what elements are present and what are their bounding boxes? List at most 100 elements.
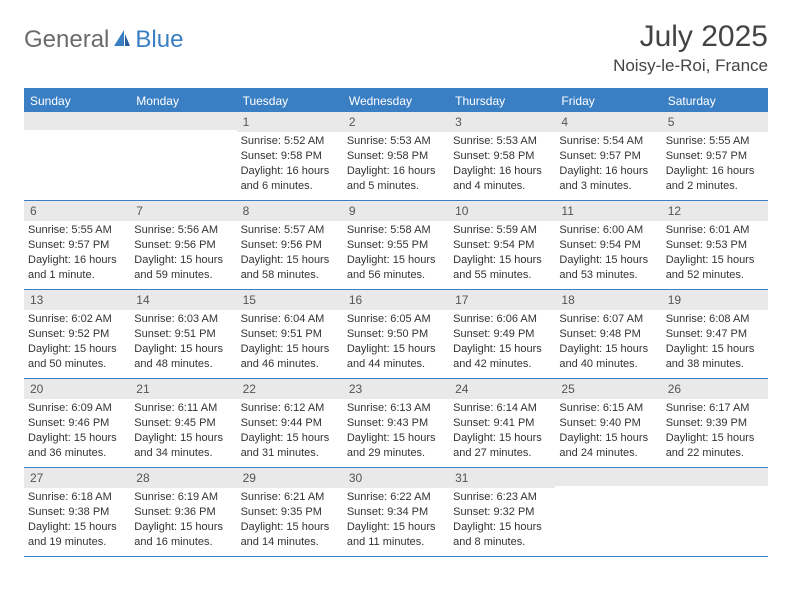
daylight-text: Daylight: 15 hours and 14 minutes. bbox=[241, 520, 339, 550]
day-cell: 2Sunrise: 5:53 AMSunset: 9:58 PMDaylight… bbox=[343, 112, 449, 200]
daylight-text: Daylight: 15 hours and 19 minutes. bbox=[28, 520, 126, 550]
sunset-text: Sunset: 9:39 PM bbox=[666, 416, 764, 431]
day-body: Sunrise: 6:17 AMSunset: 9:39 PMDaylight:… bbox=[662, 399, 768, 464]
day-cell: 18Sunrise: 6:07 AMSunset: 9:48 PMDayligh… bbox=[555, 290, 661, 378]
day-body: Sunrise: 6:01 AMSunset: 9:53 PMDaylight:… bbox=[662, 221, 768, 286]
day-body: Sunrise: 5:54 AMSunset: 9:57 PMDaylight:… bbox=[555, 132, 661, 197]
week-row: 1Sunrise: 5:52 AMSunset: 9:58 PMDaylight… bbox=[24, 112, 768, 201]
day-number: 17 bbox=[449, 290, 555, 310]
day-number: 8 bbox=[237, 201, 343, 221]
sunrise-text: Sunrise: 6:05 AM bbox=[347, 312, 445, 327]
sunrise-text: Sunrise: 6:03 AM bbox=[134, 312, 232, 327]
day-number: 1 bbox=[237, 112, 343, 132]
day-cell: 6Sunrise: 5:55 AMSunset: 9:57 PMDaylight… bbox=[24, 201, 130, 289]
sunset-text: Sunset: 9:45 PM bbox=[134, 416, 232, 431]
daylight-text: Daylight: 16 hours and 2 minutes. bbox=[666, 164, 764, 194]
daylight-text: Daylight: 16 hours and 3 minutes. bbox=[559, 164, 657, 194]
sunrise-text: Sunrise: 6:12 AM bbox=[241, 401, 339, 416]
sunrise-text: Sunrise: 5:55 AM bbox=[28, 223, 126, 238]
day-number: 22 bbox=[237, 379, 343, 399]
daylight-text: Daylight: 15 hours and 8 minutes. bbox=[453, 520, 551, 550]
day-number: 29 bbox=[237, 468, 343, 488]
day-cell: 15Sunrise: 6:04 AMSunset: 9:51 PMDayligh… bbox=[237, 290, 343, 378]
sunrise-text: Sunrise: 5:55 AM bbox=[666, 134, 764, 149]
day-number: 2 bbox=[343, 112, 449, 132]
sunset-text: Sunset: 9:43 PM bbox=[347, 416, 445, 431]
weekday-row: Sunday Monday Tuesday Wednesday Thursday… bbox=[24, 90, 768, 112]
location: Noisy-le-Roi, France bbox=[613, 56, 768, 76]
day-body: Sunrise: 6:03 AMSunset: 9:51 PMDaylight:… bbox=[130, 310, 236, 375]
sunrise-text: Sunrise: 6:01 AM bbox=[666, 223, 764, 238]
day-body: Sunrise: 6:15 AMSunset: 9:40 PMDaylight:… bbox=[555, 399, 661, 464]
sunrise-text: Sunrise: 6:14 AM bbox=[453, 401, 551, 416]
day-body: Sunrise: 5:57 AMSunset: 9:56 PMDaylight:… bbox=[237, 221, 343, 286]
sunrise-text: Sunrise: 6:00 AM bbox=[559, 223, 657, 238]
daylight-text: Daylight: 15 hours and 59 minutes. bbox=[134, 253, 232, 283]
daylight-text: Daylight: 15 hours and 27 minutes. bbox=[453, 431, 551, 461]
sunset-text: Sunset: 9:57 PM bbox=[28, 238, 126, 253]
sunrise-text: Sunrise: 5:54 AM bbox=[559, 134, 657, 149]
weekday-saturday: Saturday bbox=[662, 90, 768, 112]
day-cell bbox=[130, 112, 236, 200]
sunset-text: Sunset: 9:46 PM bbox=[28, 416, 126, 431]
daylight-text: Daylight: 15 hours and 48 minutes. bbox=[134, 342, 232, 372]
week-row: 20Sunrise: 6:09 AMSunset: 9:46 PMDayligh… bbox=[24, 379, 768, 468]
sunrise-text: Sunrise: 6:06 AM bbox=[453, 312, 551, 327]
day-number: 7 bbox=[130, 201, 236, 221]
day-number bbox=[24, 112, 130, 130]
day-number: 23 bbox=[343, 379, 449, 399]
day-body: Sunrise: 6:18 AMSunset: 9:38 PMDaylight:… bbox=[24, 488, 130, 553]
sunrise-text: Sunrise: 6:07 AM bbox=[559, 312, 657, 327]
sunset-text: Sunset: 9:53 PM bbox=[666, 238, 764, 253]
daylight-text: Daylight: 15 hours and 42 minutes. bbox=[453, 342, 551, 372]
sunrise-text: Sunrise: 5:58 AM bbox=[347, 223, 445, 238]
day-number: 9 bbox=[343, 201, 449, 221]
sunset-text: Sunset: 9:58 PM bbox=[453, 149, 551, 164]
sunrise-text: Sunrise: 6:23 AM bbox=[453, 490, 551, 505]
sunset-text: Sunset: 9:58 PM bbox=[347, 149, 445, 164]
daylight-text: Daylight: 15 hours and 52 minutes. bbox=[666, 253, 764, 283]
day-body: Sunrise: 5:55 AMSunset: 9:57 PMDaylight:… bbox=[24, 221, 130, 286]
daylight-text: Daylight: 16 hours and 4 minutes. bbox=[453, 164, 551, 194]
month-title: July 2025 bbox=[613, 20, 768, 54]
sunrise-text: Sunrise: 6:08 AM bbox=[666, 312, 764, 327]
weekday-tuesday: Tuesday bbox=[237, 90, 343, 112]
day-number: 14 bbox=[130, 290, 236, 310]
weekday-wednesday: Wednesday bbox=[343, 90, 449, 112]
weekday-thursday: Thursday bbox=[449, 90, 555, 112]
day-body: Sunrise: 6:23 AMSunset: 9:32 PMDaylight:… bbox=[449, 488, 555, 553]
title-block: July 2025 Noisy-le-Roi, France bbox=[613, 20, 768, 76]
sunset-text: Sunset: 9:48 PM bbox=[559, 327, 657, 342]
day-body: Sunrise: 6:21 AMSunset: 9:35 PMDaylight:… bbox=[237, 488, 343, 553]
day-body: Sunrise: 6:08 AMSunset: 9:47 PMDaylight:… bbox=[662, 310, 768, 375]
logo-text-blue: Blue bbox=[135, 26, 183, 54]
sunset-text: Sunset: 9:44 PM bbox=[241, 416, 339, 431]
daylight-text: Daylight: 16 hours and 6 minutes. bbox=[241, 164, 339, 194]
daylight-text: Daylight: 15 hours and 11 minutes. bbox=[347, 520, 445, 550]
day-number: 12 bbox=[662, 201, 768, 221]
day-number: 31 bbox=[449, 468, 555, 488]
daylight-text: Daylight: 15 hours and 50 minutes. bbox=[28, 342, 126, 372]
day-number bbox=[662, 468, 768, 486]
day-number: 5 bbox=[662, 112, 768, 132]
sunset-text: Sunset: 9:57 PM bbox=[666, 149, 764, 164]
daylight-text: Daylight: 15 hours and 22 minutes. bbox=[666, 431, 764, 461]
sunrise-text: Sunrise: 5:59 AM bbox=[453, 223, 551, 238]
sunset-text: Sunset: 9:49 PM bbox=[453, 327, 551, 342]
day-number: 30 bbox=[343, 468, 449, 488]
week-row: 6Sunrise: 5:55 AMSunset: 9:57 PMDaylight… bbox=[24, 201, 768, 290]
sunset-text: Sunset: 9:56 PM bbox=[134, 238, 232, 253]
daylight-text: Daylight: 15 hours and 56 minutes. bbox=[347, 253, 445, 283]
day-cell: 30Sunrise: 6:22 AMSunset: 9:34 PMDayligh… bbox=[343, 468, 449, 556]
day-body: Sunrise: 5:53 AMSunset: 9:58 PMDaylight:… bbox=[449, 132, 555, 197]
day-cell: 26Sunrise: 6:17 AMSunset: 9:39 PMDayligh… bbox=[662, 379, 768, 467]
sunrise-text: Sunrise: 5:57 AM bbox=[241, 223, 339, 238]
day-body: Sunrise: 6:07 AMSunset: 9:48 PMDaylight:… bbox=[555, 310, 661, 375]
sunrise-text: Sunrise: 6:02 AM bbox=[28, 312, 126, 327]
day-cell: 21Sunrise: 6:11 AMSunset: 9:45 PMDayligh… bbox=[130, 379, 236, 467]
day-cell: 5Sunrise: 5:55 AMSunset: 9:57 PMDaylight… bbox=[662, 112, 768, 200]
sunset-text: Sunset: 9:36 PM bbox=[134, 505, 232, 520]
day-cell: 8Sunrise: 5:57 AMSunset: 9:56 PMDaylight… bbox=[237, 201, 343, 289]
weekday-friday: Friday bbox=[555, 90, 661, 112]
day-body: Sunrise: 5:55 AMSunset: 9:57 PMDaylight:… bbox=[662, 132, 768, 197]
